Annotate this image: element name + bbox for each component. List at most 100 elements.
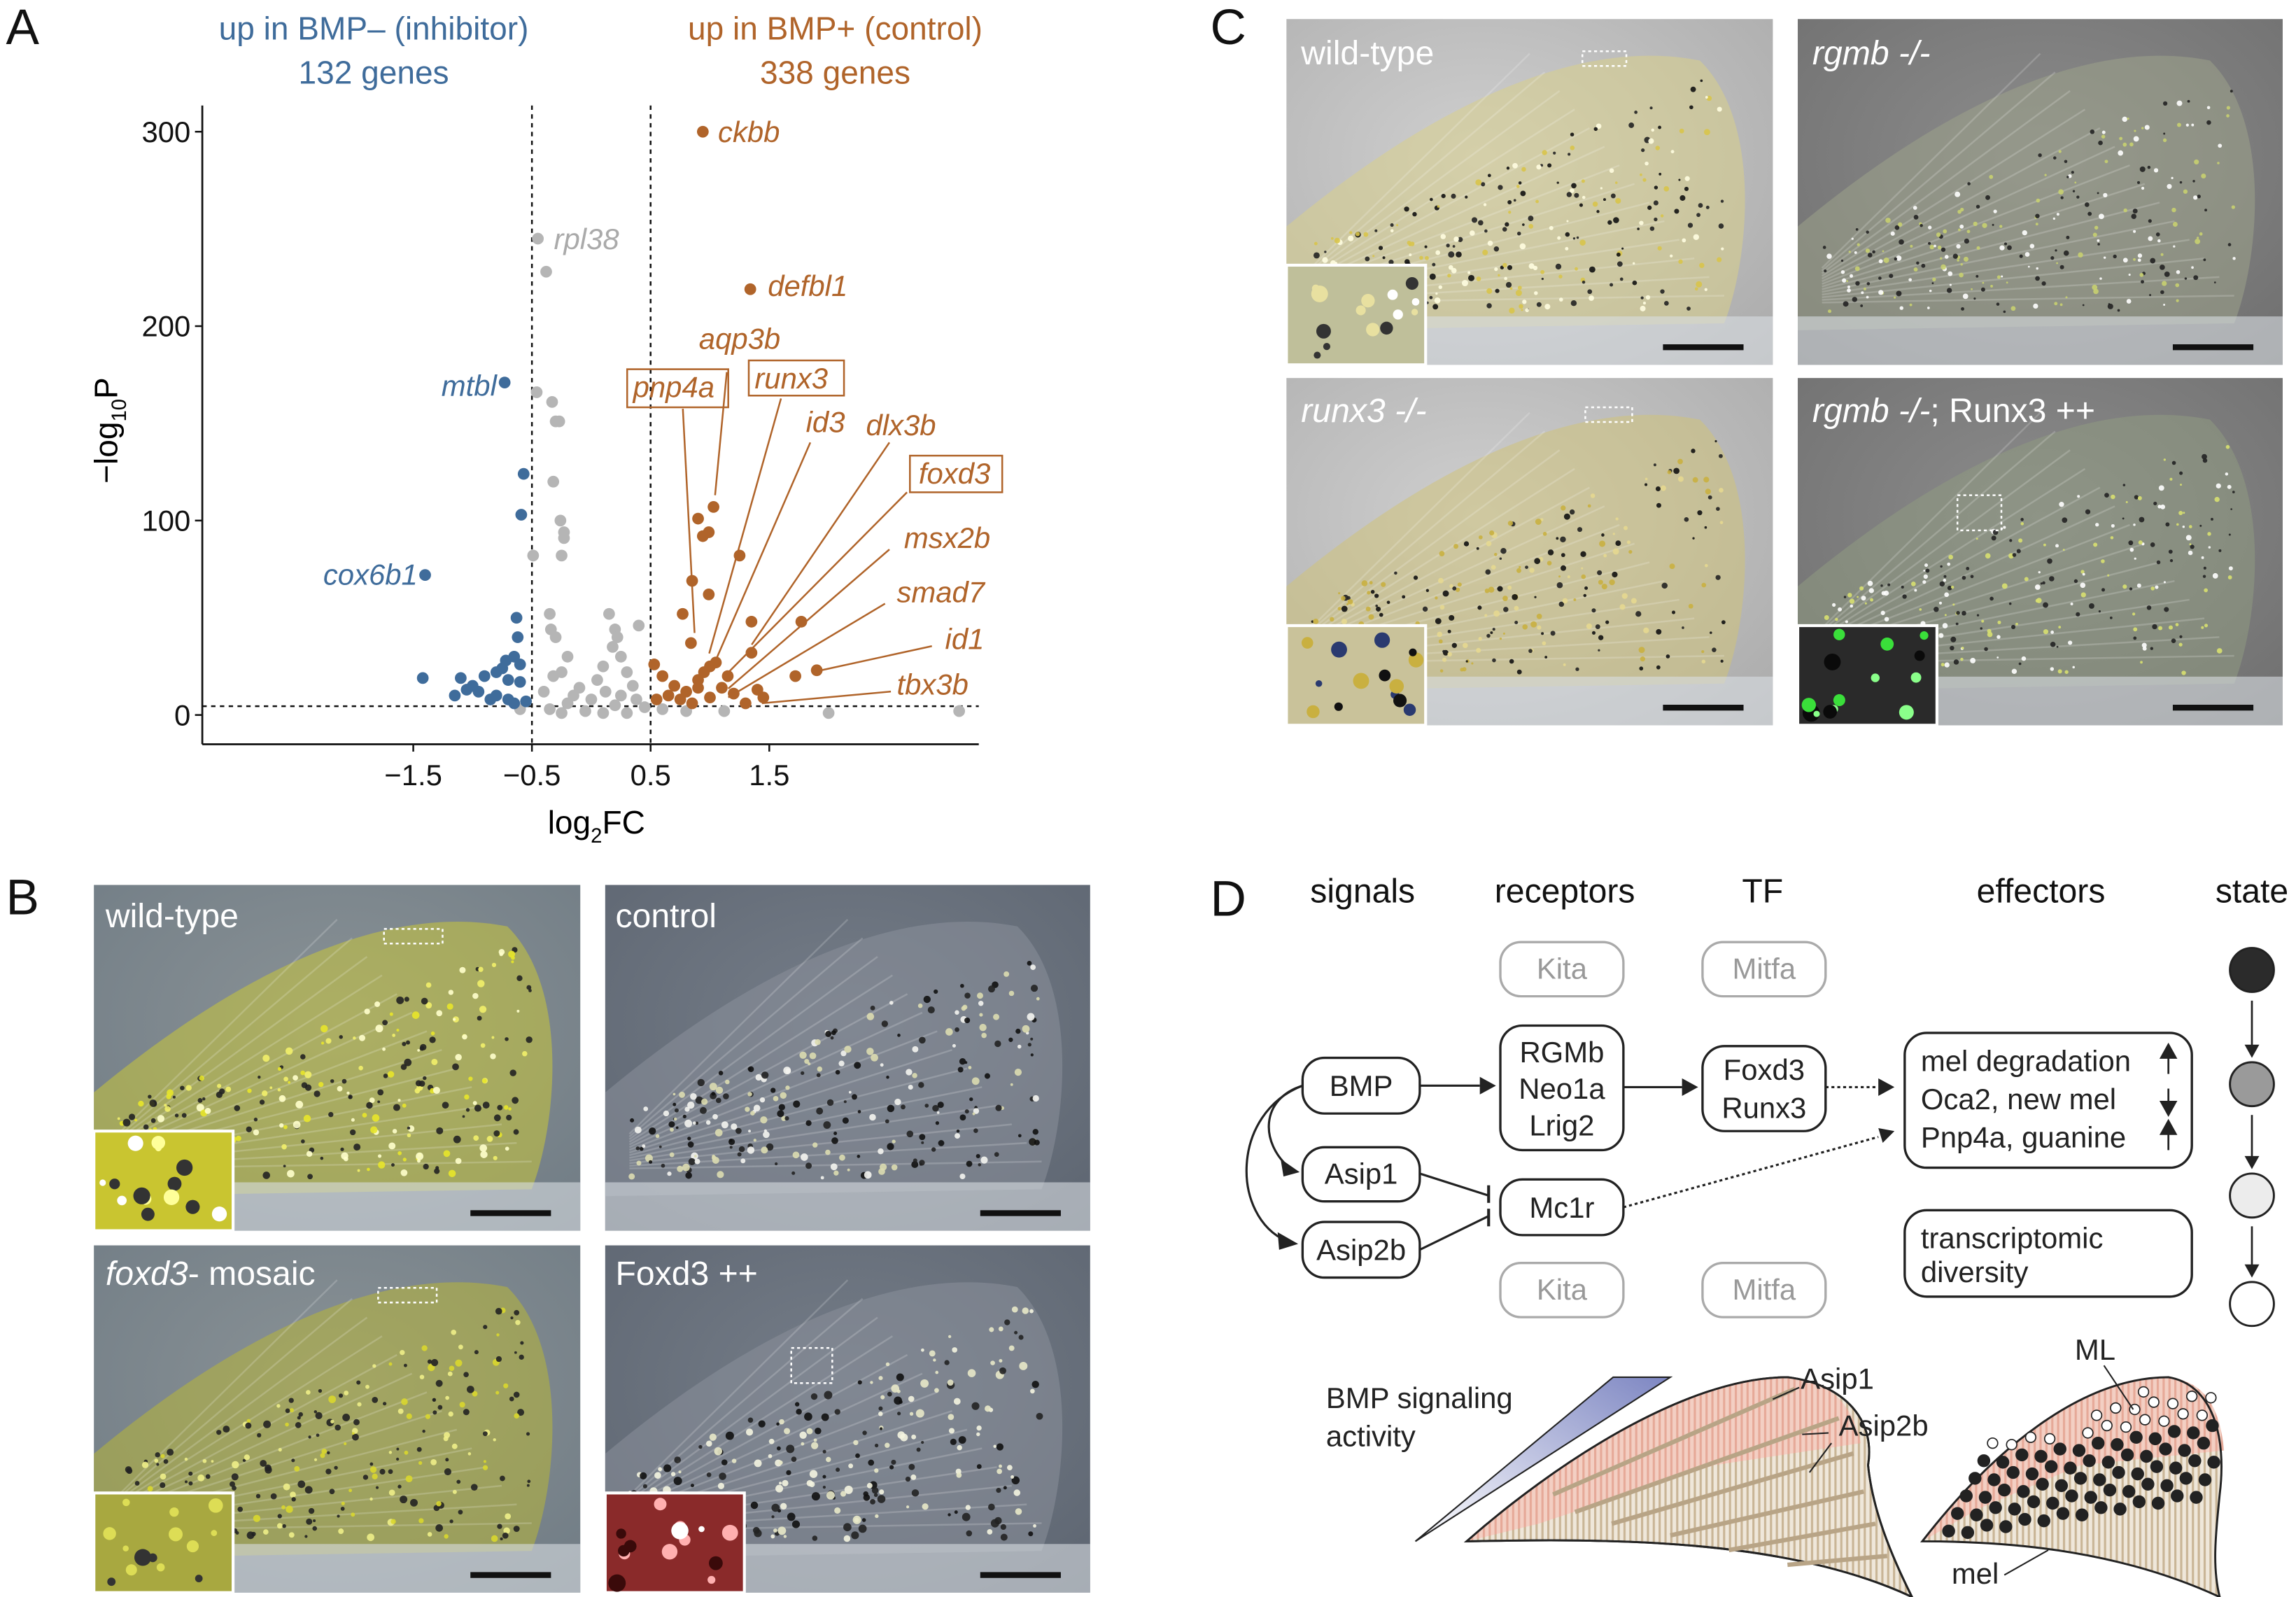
leader-tbx3b [761, 690, 892, 705]
mel-cell [2112, 1465, 2125, 1479]
point-up [744, 283, 756, 295]
mel-cell [2169, 1461, 2183, 1475]
header-state: state [2216, 873, 2288, 910]
node-runx3-label: Runx3 [1721, 1091, 1806, 1124]
point-down [520, 695, 533, 708]
leader-id3 [712, 442, 812, 666]
arrow-up-icon [2159, 1118, 2178, 1135]
title-right-line2: 338 genes [760, 54, 910, 90]
title-left-line2: 132 genes [298, 54, 449, 90]
point-down [515, 509, 528, 521]
mel-cell [2111, 1438, 2124, 1451]
point-up [721, 670, 734, 682]
mel-cell [1997, 1483, 2011, 1497]
fin-photo [92, 885, 581, 1232]
leader-asip1 [1772, 1386, 1800, 1400]
node-mc1r-label: Mc1r [1529, 1191, 1594, 1224]
edge-bmp-asip2b [1245, 1084, 1303, 1242]
point-ns [621, 707, 633, 719]
node-asip1-label: Asip1 [1325, 1158, 1398, 1190]
point-ns [607, 641, 619, 653]
mel-cell [2140, 1449, 2153, 1463]
mel-cell [2151, 1496, 2165, 1510]
ml-cell [2148, 1396, 2160, 1408]
label-mtbl: mtbl [442, 369, 498, 402]
zoom-region-marker [1956, 494, 2003, 532]
point-ns [561, 650, 574, 663]
point-up [662, 689, 675, 702]
mel-cell [1989, 1501, 2002, 1514]
node-foxd3-label: Foxd3 [1724, 1053, 1805, 1086]
mel-cell [2093, 1473, 2106, 1486]
gradient-label-1: BMP signaling [1326, 1381, 1513, 1414]
ml-cell [1987, 1437, 1999, 1449]
fin-photo [1796, 378, 2283, 727]
point-ns [547, 475, 560, 488]
mel-cell [2037, 1514, 2050, 1528]
ml-cell [2196, 1409, 2208, 1421]
inset-zoom [603, 1491, 746, 1594]
point-up [795, 615, 808, 628]
label-ckbb: ckbb [718, 115, 780, 148]
title-left-line1: up in BMP– (inhibitor) [219, 10, 529, 47]
mel-cell [2206, 1419, 2219, 1433]
point-ns [537, 685, 550, 698]
node-mitfa-top-label: Mitfa [1732, 952, 1796, 985]
mel-cell [2017, 1485, 2030, 1498]
label-id1: id1 [945, 622, 985, 655]
panel-c: C wild-type rgmb -/- runx3 -/- rgmb -/-;… [1210, 0, 2283, 727]
scale-bar [980, 1210, 1061, 1216]
panel-b: B wild-type control foxd3- mosaic Foxd3 … [6, 870, 1090, 1594]
node-kita-bottom-label: Kita [1537, 1273, 1588, 1306]
point-ns [599, 685, 612, 698]
mel-cell [2101, 1456, 2115, 1469]
panel-d: D signals receptors TF effectors state K… [1210, 871, 2288, 1597]
arrowhead-icon [1878, 1128, 1895, 1143]
label-runx3: runx3 [754, 362, 828, 395]
y-tick-label: 300 [142, 115, 191, 148]
leader-asip2b-2 [1808, 1442, 1832, 1473]
mel-cell [1977, 1454, 1991, 1468]
node-kita-top [1499, 941, 1625, 998]
mel-cell [2131, 1467, 2144, 1481]
point-up [789, 670, 801, 682]
arrow-down-icon [2159, 1101, 2178, 1118]
y-tick-label: 100 [142, 505, 191, 537]
node-asip2b-label: Asip2b [1316, 1233, 1406, 1266]
fin-photo [603, 1245, 1090, 1594]
ml-cell [2120, 1421, 2132, 1433]
mel-cell [2025, 1467, 2039, 1481]
mel-cell [2113, 1503, 2127, 1516]
edge-asip1-inhibit-mc1r [1419, 1172, 1489, 1197]
point-down [512, 631, 524, 643]
mel-cell [2150, 1460, 2164, 1473]
point-up [650, 694, 663, 705]
node-neo1a-label: Neo1a [1519, 1072, 1605, 1105]
ml-cell [2082, 1427, 2094, 1439]
point-up [757, 691, 770, 704]
point-down [419, 569, 431, 582]
point-ns [556, 549, 568, 562]
point-up [745, 615, 758, 628]
point-up [648, 659, 661, 670]
mel-cell [2006, 1465, 2020, 1479]
mel-cell [1959, 1489, 1973, 1503]
inset-zoom [1285, 263, 1428, 367]
point-up [745, 647, 758, 659]
node-lrig2-label: Lrig2 [1529, 1109, 1594, 1142]
label-mel: mel [1952, 1557, 1999, 1590]
header-receptors: receptors [1495, 873, 1635, 910]
mel-cell [2053, 1442, 2066, 1456]
point-up [668, 680, 681, 692]
point-down [460, 684, 473, 696]
mel-cell [2034, 1449, 2048, 1463]
header-effectors: effectors [1977, 873, 2106, 910]
point-up [698, 666, 710, 678]
point-ns [540, 265, 552, 278]
photo-label-wild-type: wild-type [105, 897, 239, 935]
ml-cell [2101, 1419, 2113, 1432]
label-rpl38: rpl38 [554, 223, 620, 255]
effector-pnp4a: Pnp4a, guanine [1921, 1120, 2126, 1153]
node-mitfa-bottom-label: Mitfa [1732, 1273, 1796, 1306]
point-down [449, 689, 461, 702]
